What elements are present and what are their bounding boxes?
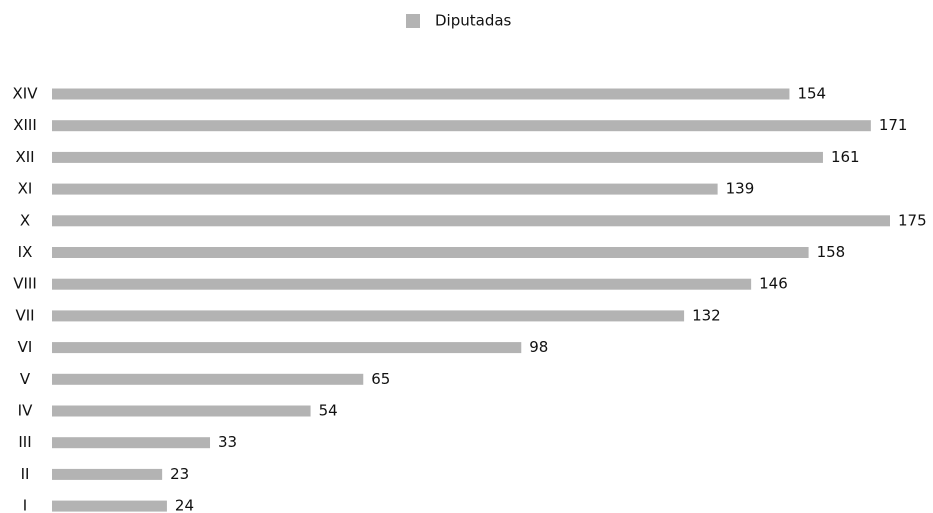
y-tick-label: IX	[18, 243, 33, 261]
value-label: 139	[726, 180, 755, 198]
value-label: 175	[898, 211, 927, 229]
value-label: 54	[319, 402, 338, 420]
y-tick-label: VII	[15, 306, 34, 324]
y-tick-label: II	[21, 465, 30, 483]
legend-swatch	[406, 14, 420, 28]
value-label: 154	[797, 85, 826, 103]
bar	[52, 247, 809, 258]
bar	[52, 151, 823, 163]
value-label: 132	[692, 306, 721, 324]
legend-label: Diputadas	[435, 12, 512, 30]
value-label: 146	[759, 275, 788, 293]
bar	[52, 310, 685, 322]
bar	[52, 183, 718, 195]
value-label: 98	[529, 338, 548, 356]
bar	[52, 373, 364, 385]
value-label: 65	[371, 370, 390, 388]
y-tick-label: VIII	[13, 275, 37, 293]
y-tick-label: X	[20, 211, 30, 229]
y-tick-label: XIV	[13, 85, 39, 103]
y-tick-label: VI	[18, 338, 33, 356]
value-label: 24	[175, 497, 194, 513]
bar	[52, 342, 522, 354]
y-tick-label: V	[20, 370, 31, 388]
bar	[52, 88, 790, 100]
y-tick-label: III	[18, 433, 31, 451]
y-tick-label: I	[23, 497, 27, 513]
bar	[52, 278, 752, 290]
bar	[52, 500, 167, 512]
value-label: 161	[831, 148, 860, 166]
value-label: 158	[817, 243, 846, 261]
bar	[52, 437, 211, 449]
bar	[52, 405, 311, 417]
value-label: 171	[879, 116, 908, 134]
y-tick-label: IV	[18, 402, 33, 420]
y-tick-label: XIII	[13, 116, 37, 134]
bar	[52, 468, 163, 480]
value-label: 23	[170, 465, 189, 483]
bar	[52, 215, 890, 227]
y-tick-label: XI	[18, 180, 33, 198]
bar	[52, 120, 871, 132]
value-label: 33	[218, 433, 237, 451]
y-tick-label: XII	[15, 148, 34, 166]
